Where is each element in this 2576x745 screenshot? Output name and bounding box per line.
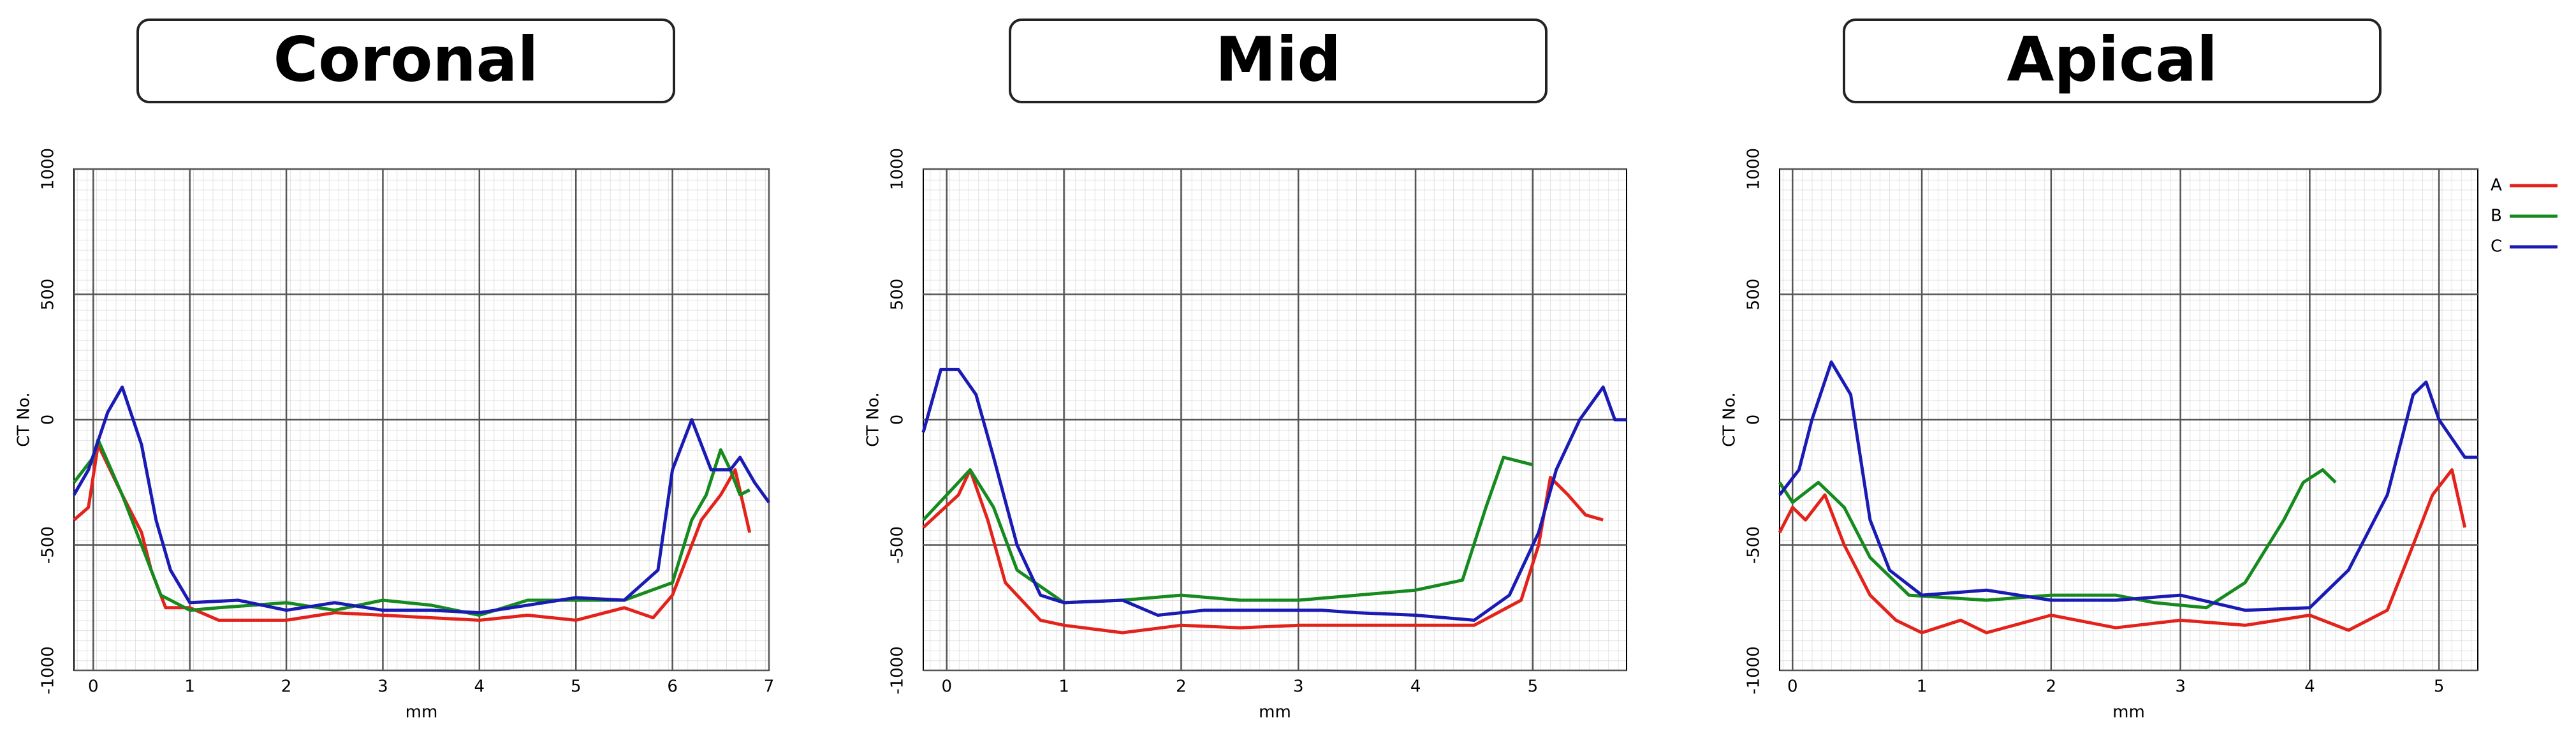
data-line xyxy=(1778,360,2478,612)
y-tick-label: -500 xyxy=(1745,526,1764,564)
x-tick-label: 6 xyxy=(667,677,678,697)
x-tick-label: 3 xyxy=(377,677,388,697)
x-tick-label: 7 xyxy=(764,677,775,697)
x-tick-label: 5 xyxy=(2434,677,2445,697)
x-tick-label: 1 xyxy=(1058,677,1069,697)
y-tick-label: -500 xyxy=(39,526,58,564)
data-line xyxy=(1778,468,2467,635)
x-tick-label: 3 xyxy=(1293,677,1304,697)
chart-title: Coronal xyxy=(274,24,539,95)
legend-label: B xyxy=(2491,207,2502,226)
y-tick-label: 0 xyxy=(39,415,58,425)
x-tick-label: 2 xyxy=(2046,677,2057,697)
legend-label: C xyxy=(2491,237,2502,256)
x-tick-label: 1 xyxy=(1917,677,1928,697)
data-line xyxy=(72,385,771,615)
y-axis-label: CT No. xyxy=(1720,392,1739,446)
y-tick-label: 0 xyxy=(888,415,907,425)
x-tick-label: 4 xyxy=(1410,677,1421,697)
x-tick-label: 1 xyxy=(184,677,195,697)
y-tick-label: -500 xyxy=(888,526,907,564)
x-tick-label: 2 xyxy=(1176,677,1187,697)
data-line xyxy=(73,443,752,622)
y-axis-label: CT No. xyxy=(15,392,34,446)
x-axis-label: mm xyxy=(2112,703,2145,722)
y-tick-label: 0 xyxy=(1745,415,1764,425)
y-tick-label: 1000 xyxy=(39,148,58,190)
x-tick-label: 0 xyxy=(88,677,99,697)
y-tick-label: 1000 xyxy=(1745,148,1764,190)
title-box xyxy=(1843,18,2382,103)
y-tick-label: 500 xyxy=(39,279,58,311)
legend-label: A xyxy=(2491,176,2502,195)
x-tick-label: 0 xyxy=(1787,677,1798,697)
x-tick-label: 5 xyxy=(1528,677,1539,697)
y-tick-label: 500 xyxy=(888,279,907,311)
chart-title: Apical xyxy=(2007,24,2218,95)
data-line xyxy=(73,438,750,617)
x-axis-label: mm xyxy=(1259,703,1291,722)
x-axis-label: mm xyxy=(406,703,438,722)
chart-title: Mid xyxy=(1215,24,1341,95)
title-box xyxy=(136,18,675,103)
x-tick-label: 5 xyxy=(571,677,582,697)
title-box xyxy=(1009,18,1548,103)
x-tick-label: 4 xyxy=(474,677,485,697)
y-tick-label: -1000 xyxy=(39,646,58,695)
x-tick-label: 2 xyxy=(281,677,292,697)
data-line xyxy=(1778,468,2337,610)
y-tick-label: 1000 xyxy=(888,148,907,190)
data-line xyxy=(922,455,1533,605)
y-axis-label: CT No. xyxy=(864,392,883,446)
y-tick-label: 500 xyxy=(1745,279,1764,311)
y-tick-label: -1000 xyxy=(888,646,907,695)
x-tick-label: 4 xyxy=(2304,677,2315,697)
y-tick-label: -1000 xyxy=(1745,646,1764,695)
x-tick-label: 3 xyxy=(2175,677,2186,697)
data-line xyxy=(922,468,1604,635)
x-tick-label: 0 xyxy=(941,677,952,697)
data-line xyxy=(921,367,1627,622)
